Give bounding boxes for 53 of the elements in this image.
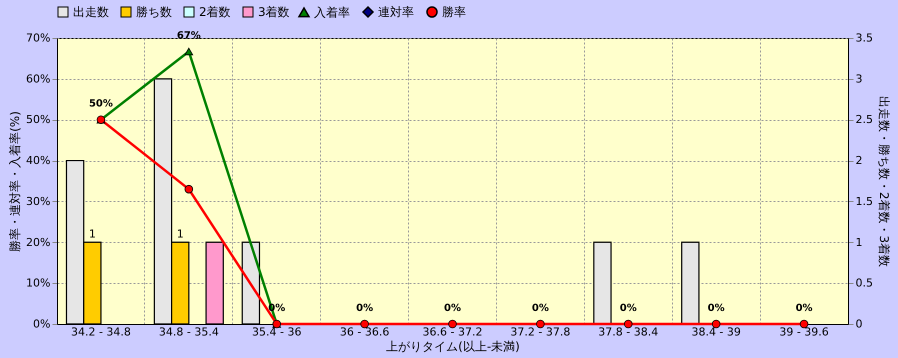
legend-label: 勝率 xyxy=(442,5,466,19)
data-label: 0% xyxy=(532,303,549,314)
data-label: 0% xyxy=(620,303,637,314)
x-tick-label: 34.2 - 34.8 xyxy=(70,326,131,338)
x-tick-label: 36.6 - 37.2 xyxy=(422,326,482,338)
data-label: 0% xyxy=(708,303,725,314)
data-label: 1 xyxy=(176,227,184,240)
legend-label: 勝ち数 xyxy=(136,5,172,19)
point xyxy=(712,320,720,328)
data-label: 67% xyxy=(176,30,201,42)
y2-tick-label: 0.5 xyxy=(856,276,873,290)
y2-tick-label: 1 xyxy=(856,236,862,249)
y-tick-label: 60% xyxy=(26,72,50,86)
y-tick-label: 40% xyxy=(26,154,50,168)
point xyxy=(448,320,457,328)
y-tick-label: 70% xyxy=(26,32,50,44)
point xyxy=(536,320,545,328)
y-tick-label: 20% xyxy=(26,236,50,249)
y-tick-label: 0% xyxy=(33,318,50,330)
point xyxy=(184,48,194,56)
y2-tick-label: 1.5 xyxy=(856,194,873,208)
y2-tick-label: 3 xyxy=(856,72,862,86)
data-label: 0% xyxy=(356,303,374,314)
point xyxy=(624,320,633,328)
legend-label: 入着率 xyxy=(314,5,350,20)
y-tick-label: 10% xyxy=(26,276,50,290)
x-tick-label: 37.2 - 37.8 xyxy=(510,326,570,338)
legend-label: 出走数 xyxy=(73,5,109,19)
point xyxy=(184,184,194,194)
y2-axis-title: 出走数・勝ち数・2着数・3着数 xyxy=(876,96,891,268)
x-tick-label: 36 - 36.6 xyxy=(340,326,390,338)
point xyxy=(360,320,369,328)
legend-label: 3着数 xyxy=(258,5,290,19)
data-label: 0% xyxy=(796,303,813,314)
legend-label: 連対率 xyxy=(378,5,414,19)
x-tick-label: 37.8 - 38.4 xyxy=(598,326,658,338)
data-label: 50% xyxy=(88,98,113,110)
x-tick-label: 38.4 - 39 xyxy=(691,326,741,338)
y2-tick-label: 0 xyxy=(856,318,862,330)
y2-tick-label: 2 xyxy=(856,154,862,168)
y2-tick-label: 2.5 xyxy=(856,113,873,126)
x-axis-title: 上がりタイム(以上-未満) xyxy=(386,340,520,354)
y-tick-label: 50% xyxy=(26,113,50,126)
y-axis-title: 勝率・連対率・入着率(%) xyxy=(8,111,22,252)
point xyxy=(800,320,808,328)
x-tick-label: 35.4 - 36 xyxy=(252,326,302,338)
x-tick-label: 39 - 39.6 xyxy=(779,326,829,338)
legend-label: 2着数 xyxy=(199,5,231,19)
y2-tick-label: 3.5 xyxy=(856,32,873,44)
y-tick-label: 30% xyxy=(26,194,50,208)
data-label: 1 xyxy=(88,227,96,240)
x-tick-label: 34.8 - 35.4 xyxy=(158,326,219,338)
data-label: 0% xyxy=(444,303,461,314)
